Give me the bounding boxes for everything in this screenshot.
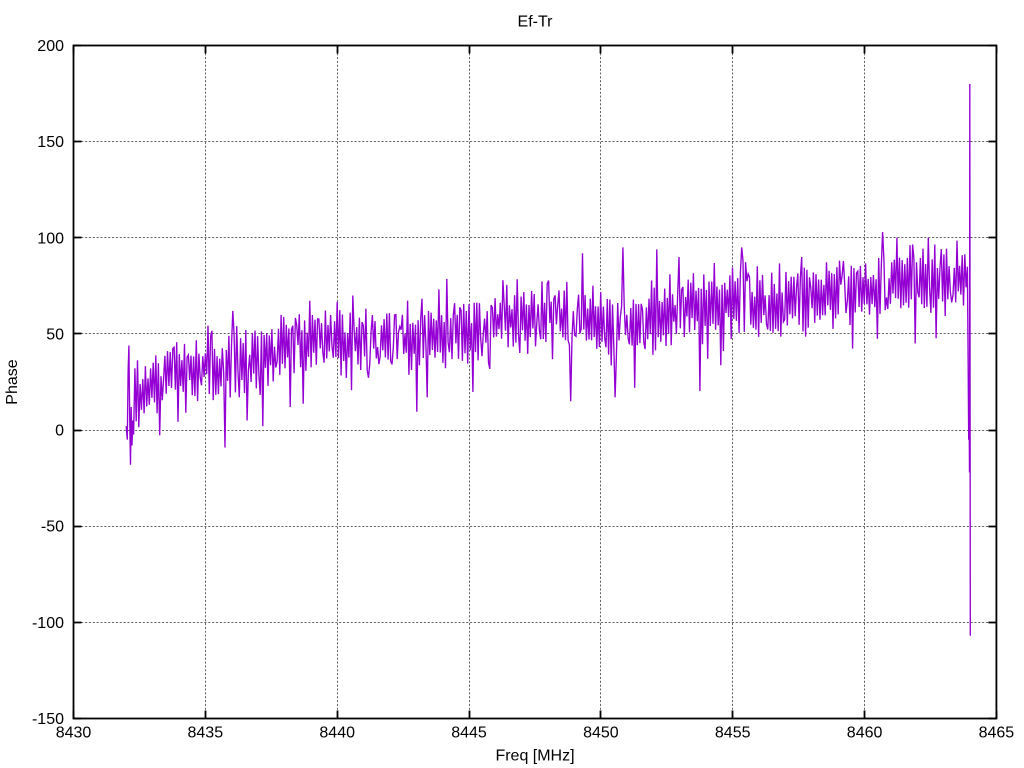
- svg-text:8455: 8455: [715, 725, 751, 742]
- svg-text:8465: 8465: [979, 725, 1015, 742]
- svg-text:50: 50: [46, 326, 64, 343]
- svg-text:Phase: Phase: [4, 359, 21, 404]
- svg-text:-50: -50: [41, 519, 64, 536]
- svg-text:200: 200: [37, 38, 64, 55]
- svg-text:Ef-Tr: Ef-Tr: [518, 14, 554, 31]
- svg-text:8445: 8445: [451, 725, 487, 742]
- svg-text:150: 150: [37, 134, 64, 151]
- svg-text:100: 100: [37, 230, 64, 247]
- svg-text:-150: -150: [32, 711, 64, 728]
- svg-text:8460: 8460: [847, 725, 883, 742]
- svg-text:8450: 8450: [583, 725, 619, 742]
- svg-text:8440: 8440: [319, 725, 355, 742]
- svg-text:8435: 8435: [188, 725, 224, 742]
- svg-text:-100: -100: [32, 615, 64, 632]
- svg-text:0: 0: [55, 423, 64, 440]
- svg-text:Freq [MHz]: Freq [MHz]: [495, 748, 574, 765]
- svg-text:8430: 8430: [56, 725, 92, 742]
